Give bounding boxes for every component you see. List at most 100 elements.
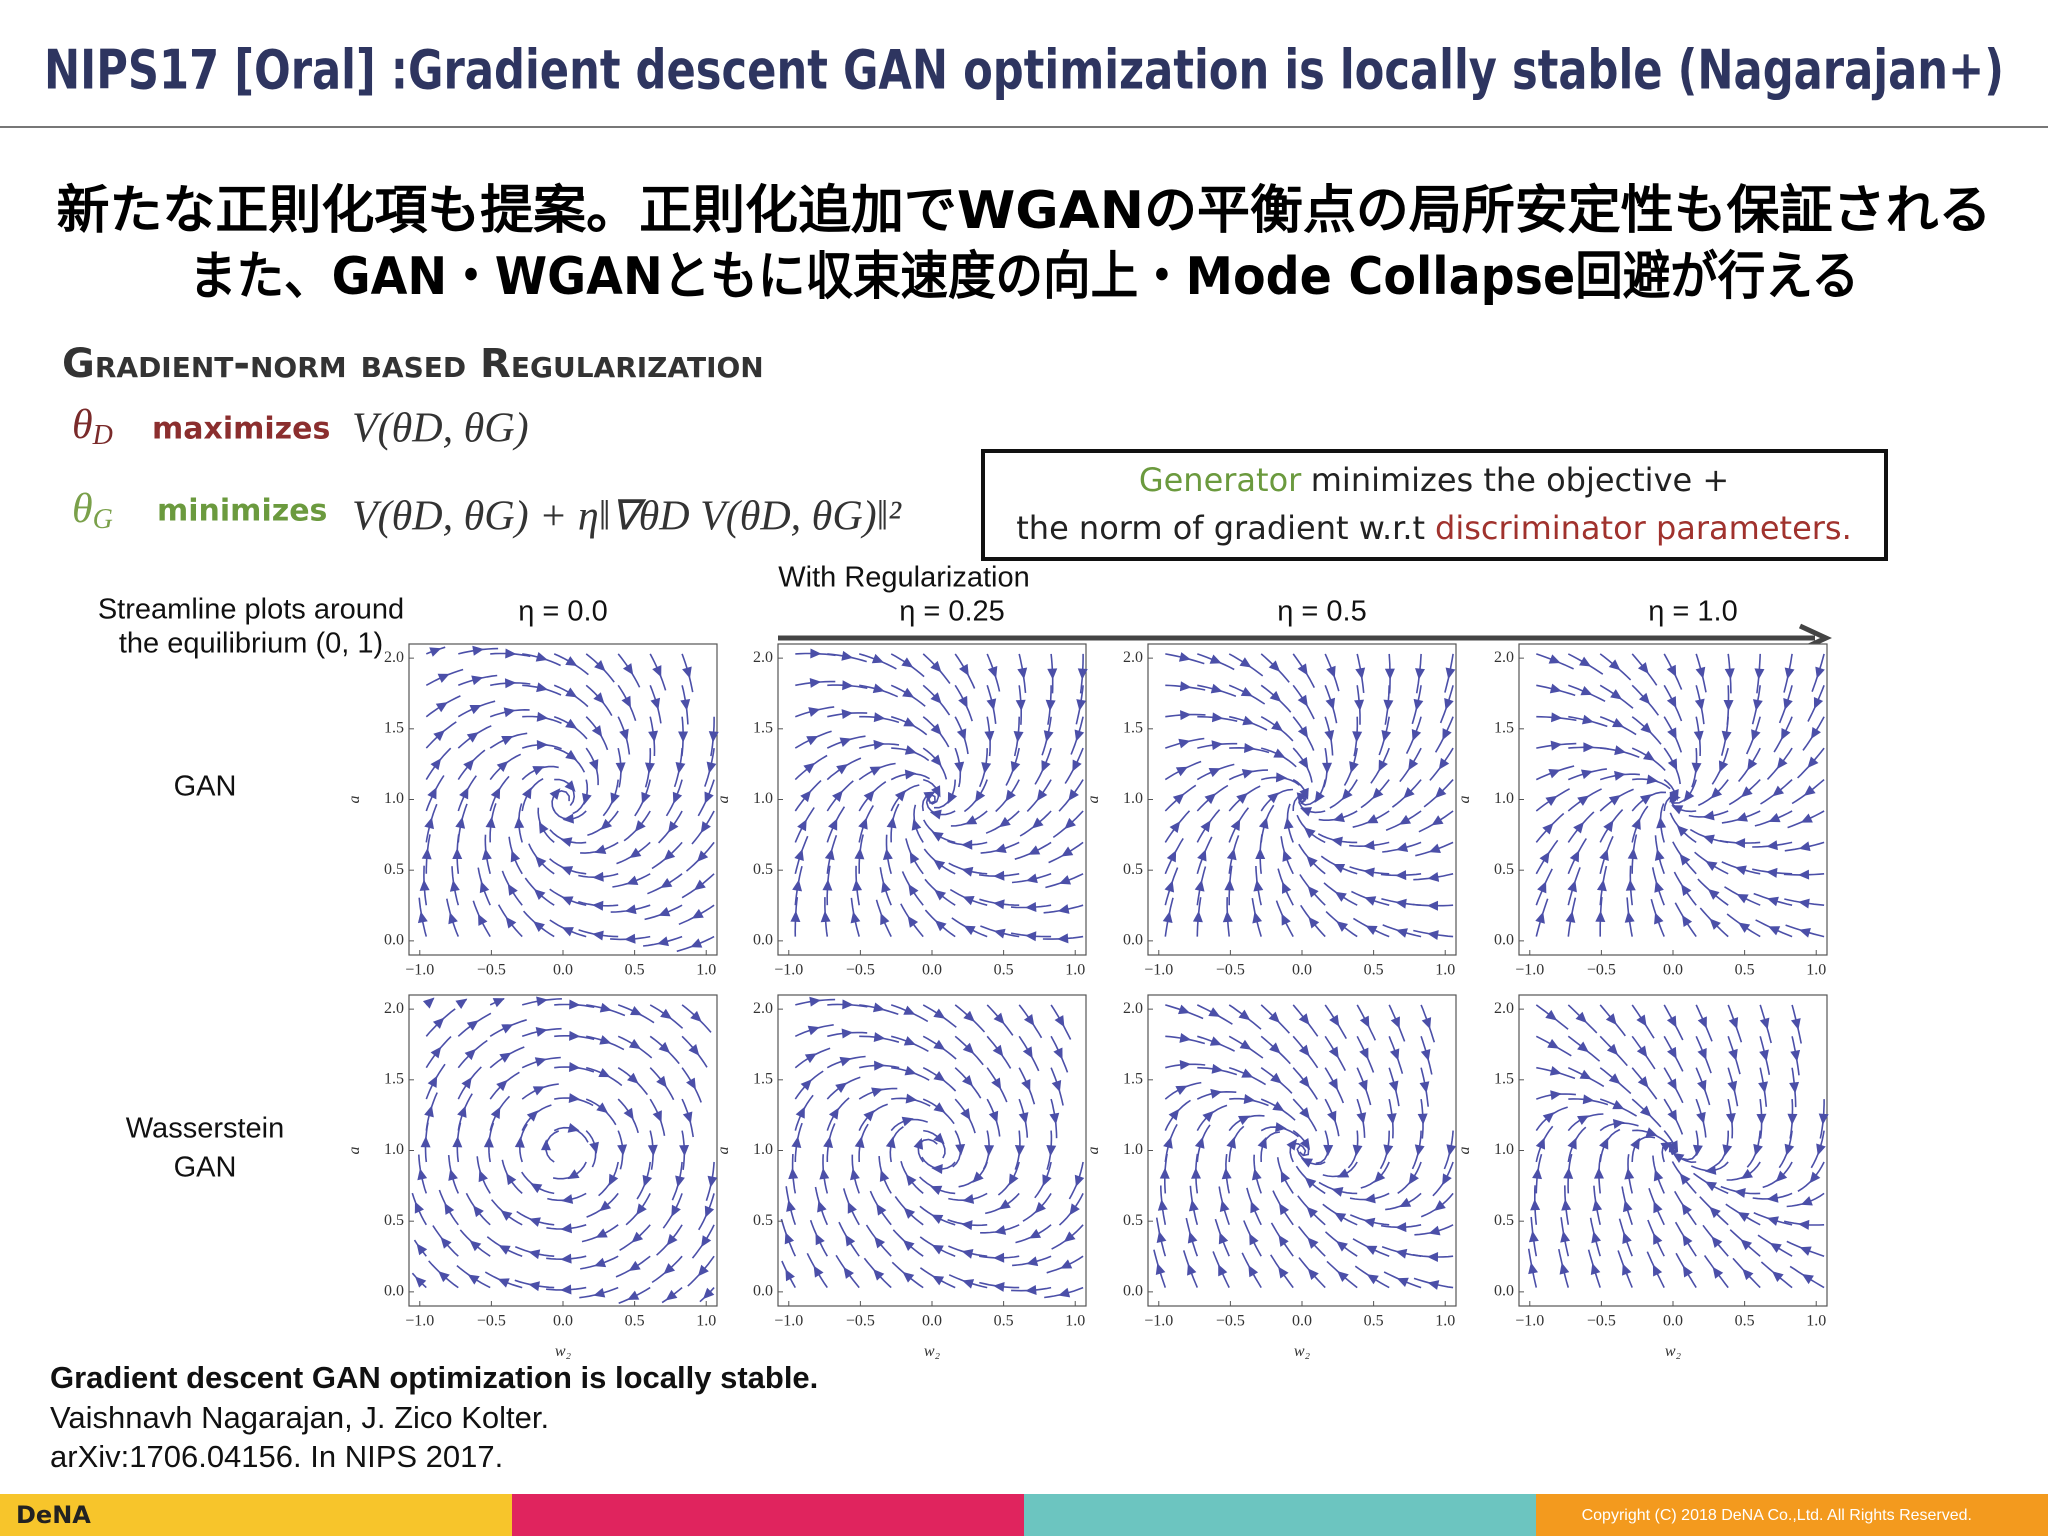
streamline-arrow — [1297, 725, 1309, 738]
streamline-arrow — [869, 766, 882, 776]
streamline-arrow — [706, 761, 717, 774]
streamline-arrow — [993, 1281, 1005, 1292]
streamline-arrow — [1168, 1108, 1180, 1121]
streamline-arrow — [593, 692, 605, 704]
streamline-arrow — [1789, 1081, 1800, 1094]
streamline-arrow — [678, 731, 689, 743]
x-tick-label: −0.5 — [477, 1313, 506, 1330]
streamline-arrow — [824, 848, 835, 861]
streamline-arrow — [588, 759, 599, 772]
streamline-arrow — [483, 1136, 494, 1148]
streamline-arrow — [1560, 1230, 1571, 1243]
streamline-arrow — [1299, 787, 1309, 800]
streamline-arrow — [1667, 727, 1677, 740]
streamline-arrow — [1366, 1274, 1379, 1285]
streamline-arrow — [496, 760, 509, 773]
streamline-arrow — [1042, 1174, 1052, 1187]
streamline-arrow — [629, 847, 642, 859]
y-tick-label: 2.0 — [1123, 1000, 1143, 1017]
streamline-arrow — [1269, 1042, 1281, 1054]
streamline-arrow — [435, 702, 448, 713]
streamline-plot: −1.0 −0.5 0.0 0.5 1.0 0.0 0.5 1.0 1.5 2.0 a — [346, 643, 719, 979]
streamline-arrow — [1798, 1219, 1810, 1230]
streamline-arrow — [1614, 745, 1626, 756]
streamline-arrow — [1336, 1240, 1348, 1252]
streamline-arrow — [1328, 1046, 1339, 1059]
streamline-arrow — [1273, 748, 1286, 758]
streamline-arrow — [1156, 1231, 1167, 1244]
streamline-arrow — [854, 848, 865, 860]
streamline-arrow — [1781, 727, 1791, 741]
streamline-arrow — [1358, 1079, 1368, 1092]
y-tick-label: 2.0 — [1494, 649, 1514, 666]
streamline-arrow — [1692, 1144, 1703, 1157]
streamline-arrow — [933, 1132, 945, 1145]
streamline-arrow — [1768, 812, 1781, 823]
x-tick-label: 0.5 — [1364, 1313, 1384, 1330]
streamline-arrow — [682, 666, 692, 679]
streamline-arrow — [507, 883, 518, 896]
streamline-arrow — [1420, 1049, 1431, 1061]
streamline-arrow — [467, 1274, 480, 1285]
reference-title: Gradient descent GAN optimization is loc… — [50, 1360, 818, 1395]
x-tick-label: −1.0 — [405, 962, 434, 979]
streamline-plot: −1.0 −0.5 0.0 0.5 1.0 0.0 0.5 1.0 1.5 2.0 a w₂ — [346, 994, 718, 1360]
streamline-plot: −1.0 −0.5 0.0 0.5 1.0 0.0 0.5 1.0 1.5 2.0 a w₂ — [715, 994, 1087, 1360]
streamline-arrow — [565, 656, 578, 667]
logo: DeNA — [16, 1501, 91, 1529]
y-tick-label: 1.5 — [384, 719, 404, 736]
streamline-arrow — [472, 645, 484, 656]
streamline-arrow — [1667, 1046, 1677, 1059]
streamline-arrow — [1307, 1237, 1319, 1249]
y-tick-label: 0.0 — [384, 932, 404, 949]
streamline-arrow — [1279, 1203, 1290, 1216]
streamline-arrow — [1383, 1144, 1394, 1157]
streamline-arrow — [1178, 652, 1191, 662]
streamline-arrow — [1561, 1199, 1572, 1211]
streamline-arrow — [1365, 925, 1378, 935]
streamline-arrow — [1818, 1113, 1829, 1125]
streamline-arrow — [1236, 792, 1248, 804]
streamline-arrow — [1399, 1197, 1412, 1208]
streamline-arrow — [797, 819, 807, 832]
streamline-arrow — [478, 1170, 488, 1183]
streamline-arrow — [1742, 1268, 1754, 1281]
streamline-arrow — [430, 1046, 442, 1059]
streamline-arrow — [1816, 1143, 1826, 1156]
streamline-arrow — [785, 1269, 795, 1282]
streamline-arrow — [1045, 699, 1056, 712]
streamline-arrow — [1798, 898, 1810, 909]
streamline-arrow — [1210, 683, 1223, 694]
streamline-arrow — [871, 653, 884, 664]
y-tick-label: 0.0 — [1123, 932, 1143, 949]
streamline-arrow — [650, 697, 661, 710]
streamline-arrow — [930, 692, 942, 704]
callout-line: the norm of gradient w.r.t discriminator … — [1016, 509, 1852, 547]
streamline-arrow — [836, 764, 849, 775]
streamline-arrow — [660, 878, 673, 888]
streamline-arrow — [1069, 1203, 1080, 1216]
streamline-arrow — [1155, 1263, 1166, 1276]
x-axis-label: w₂ — [555, 1343, 572, 1360]
streamline-arrow — [1395, 928, 1408, 938]
streamline-arrow — [675, 762, 686, 774]
streamline-arrow — [417, 1168, 428, 1181]
streamline-arrow — [1005, 789, 1016, 802]
streamline-arrow — [1383, 699, 1394, 712]
x-tick-label: 1.0 — [696, 1313, 716, 1330]
streamline-arrow — [581, 793, 592, 805]
streamline-arrow — [981, 762, 992, 774]
streamline-arrow — [1548, 768, 1561, 779]
streamline-arrow — [1431, 815, 1444, 826]
streamline-arrow — [998, 1199, 1011, 1210]
streamline-arrow — [1163, 1136, 1173, 1149]
streamline-arrow — [1337, 1270, 1349, 1282]
streamline-arrow — [784, 1232, 795, 1245]
streamline-arrow — [430, 758, 442, 771]
streamline-arrow — [690, 938, 703, 948]
streamline-arrow — [1637, 1076, 1649, 1088]
streamline-arrow — [958, 663, 969, 676]
y-tick-label: 2.0 — [753, 1000, 773, 1017]
y-tick-label: 0.5 — [1123, 861, 1143, 878]
streamline-arrow — [858, 817, 868, 830]
